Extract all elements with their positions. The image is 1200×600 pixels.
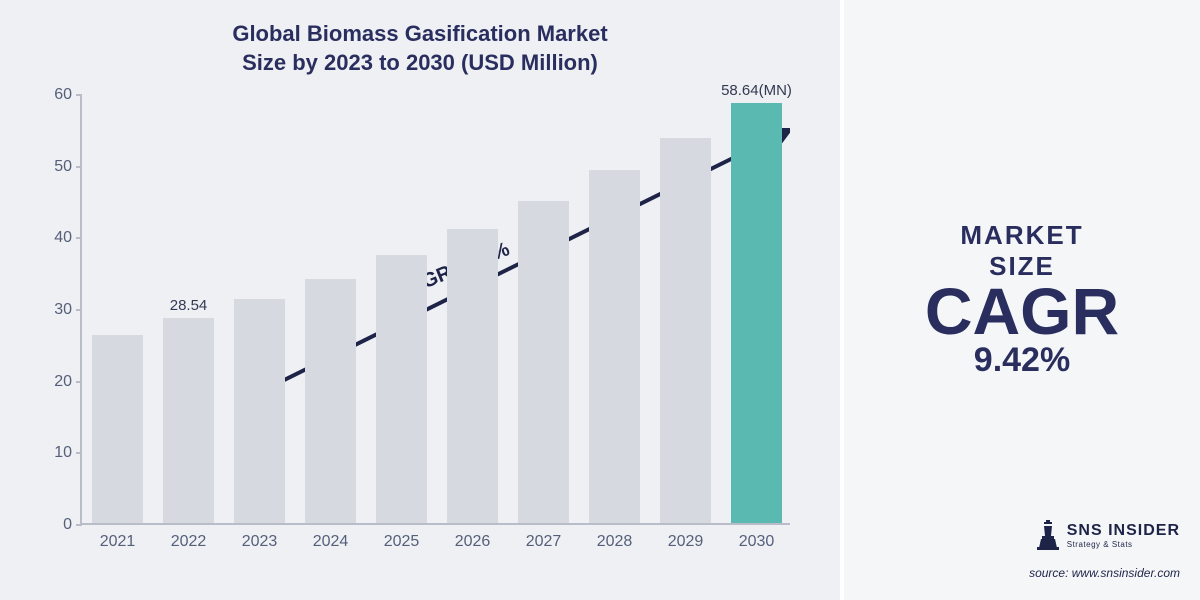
bar <box>518 201 569 523</box>
right-panel: MARKET SIZE CAGR 9.42% SNS INSIDER Strat… <box>840 0 1200 600</box>
bar <box>660 138 711 523</box>
logo-text: SNS INSIDER Strategy & Stats <box>1067 522 1180 549</box>
right-content: MARKET SIZE CAGR 9.42% <box>925 220 1119 380</box>
chess-king-icon <box>1037 520 1059 550</box>
chart-panel: Global Biomass Gasification Market Size … <box>0 0 840 600</box>
y-tick-label: 10 <box>42 444 72 462</box>
bar <box>234 299 285 523</box>
logo-sub: Strategy & Stats <box>1067 540 1180 549</box>
logo: SNS INSIDER Strategy & Stats <box>1037 520 1180 550</box>
x-tick-label: 2029 <box>668 523 704 551</box>
y-tick-label: 30 <box>42 301 72 319</box>
x-tick-label: 2026 <box>455 523 491 551</box>
chart-title-line2: Size by 2023 to 2030 (USD Million) <box>30 49 810 78</box>
source-text: source: www.snsinsider.com <box>1029 566 1180 580</box>
bar <box>163 318 214 523</box>
logo-main: SNS INSIDER <box>1067 522 1180 540</box>
bar <box>731 103 782 523</box>
market-size-label: MARKET SIZE <box>925 220 1119 282</box>
x-tick-label: 2022 <box>171 523 207 551</box>
chart-title: Global Biomass Gasification Market Size … <box>30 20 810 77</box>
x-tick-label: 2027 <box>526 523 562 551</box>
x-tick-label: 2023 <box>242 523 278 551</box>
bar-value-label: 58.64(MN) <box>721 82 792 99</box>
bar-value-label: 28.54 <box>170 297 208 314</box>
chart-title-line1: Global Biomass Gasification Market <box>30 20 810 49</box>
bar <box>447 229 498 523</box>
y-tick-label: 20 <box>42 373 72 391</box>
y-tick-label: 40 <box>42 229 72 247</box>
plot-area: CAGR 9.42% 01020304050602021202228.54202… <box>80 95 790 525</box>
bar <box>376 255 427 523</box>
x-tick-label: 2025 <box>384 523 420 551</box>
x-tick-label: 2024 <box>313 523 349 551</box>
bar <box>589 170 640 523</box>
x-tick-label: 2030 <box>739 523 775 551</box>
y-tick-label: 60 <box>42 86 72 104</box>
x-tick-label: 2028 <box>597 523 633 551</box>
bar <box>92 335 143 523</box>
bar <box>305 279 356 523</box>
y-tick-label: 0 <box>42 516 72 534</box>
y-tick-label: 50 <box>42 158 72 176</box>
cagr-text: CAGR <box>925 282 1119 341</box>
x-tick-label: 2021 <box>100 523 136 551</box>
